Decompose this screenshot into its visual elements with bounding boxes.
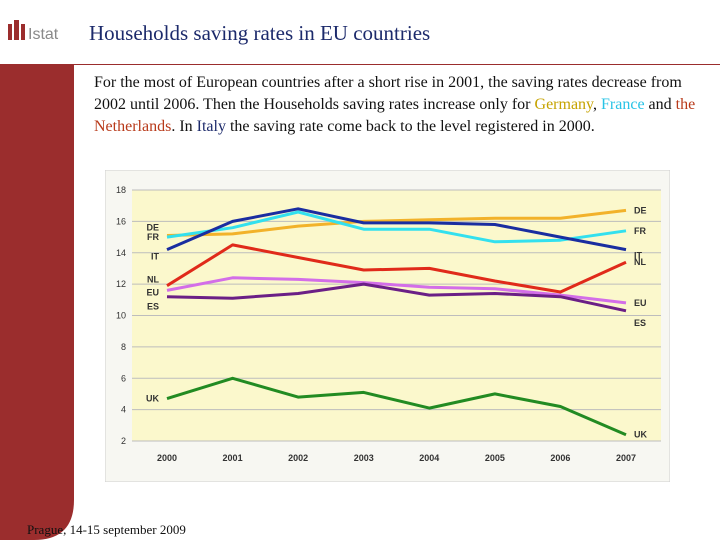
logo-bar-3 (21, 24, 25, 40)
series-label-left-eu: EU (146, 287, 159, 297)
x-tick-2003: 2003 (354, 453, 374, 463)
x-tick-2001: 2001 (223, 453, 243, 463)
desc-part-2: . In (171, 118, 197, 135)
series-line-uk (166, 376, 627, 437)
series-label-left-fr: FR (147, 232, 159, 242)
series-label-right-fr: FR (634, 226, 646, 236)
y-tick-12: 12 (116, 279, 126, 289)
x-tick-2006: 2006 (550, 453, 570, 463)
series-label-right-nl: NL (634, 257, 646, 267)
x-tick-2005: 2005 (485, 453, 505, 463)
x-tick-2007: 2007 (616, 453, 636, 463)
footer-text: Prague, 14-15 september 2009 (27, 522, 186, 537)
series-label-right-eu: EU (634, 298, 647, 308)
series-line-it (166, 207, 627, 252)
description-text: For the most of European countries after… (94, 72, 704, 138)
series-label-right-de: DE (634, 205, 647, 215)
x-tick-2004: 2004 (419, 453, 439, 463)
y-tick-18: 18 (116, 185, 126, 195)
series-line-es (166, 282, 627, 313)
series-label-right-it: IT (634, 251, 643, 261)
x-tick-2000: 2000 (157, 453, 177, 463)
desc-and: and (644, 96, 676, 113)
sidebar-panel (0, 64, 74, 540)
series-line-de (166, 208, 627, 237)
series-label-left-uk: UK (146, 394, 159, 404)
y-tick-10: 10 (116, 311, 126, 321)
series-label-left-nl: NL (147, 275, 159, 285)
series-label-left-de: DE (146, 222, 159, 232)
y-tick-16: 16 (116, 216, 126, 226)
y-tick-14: 14 (116, 248, 126, 258)
series-label-right-es: ES (634, 318, 646, 328)
highlight-italy: Italy (196, 118, 226, 135)
series-line-fr (166, 210, 627, 244)
sidebar-shape (0, 64, 74, 540)
page-title: Households saving rates in EU countries (89, 21, 431, 45)
y-tick-8: 8 (121, 342, 126, 352)
series-line-nl (166, 243, 627, 294)
series-label-left-it: IT (151, 252, 160, 262)
istat-logo: Istat (8, 20, 59, 43)
header-divider (74, 64, 720, 65)
series-label-left-es: ES (147, 302, 159, 312)
desc-part-3: the saving rate come back to the level r… (225, 118, 595, 135)
logo-bar-1 (8, 24, 12, 40)
y-tick-2: 2 (121, 436, 126, 446)
logo-bar-2 (14, 20, 19, 40)
desc-part-1: For the most of European countries after… (94, 74, 682, 113)
x-tick-2002: 2002 (288, 453, 308, 463)
desc-sep-1: , (593, 96, 602, 113)
highlight-netherlands: the Netherlands (94, 96, 696, 135)
saving-rates-chart: 2 4 6 8 10 12 14 16 18 2000 2001 2002 2003 2004 2005 2… (105, 170, 670, 482)
series-label-right-uk: UK (634, 430, 647, 440)
y-tick-6: 6 (121, 373, 126, 383)
y-tick-4: 4 (121, 405, 126, 415)
logo-text: Istat (28, 26, 59, 43)
series-line-eu (166, 276, 627, 305)
highlight-germany: Germany (534, 96, 594, 113)
highlight-france: France (601, 96, 645, 113)
